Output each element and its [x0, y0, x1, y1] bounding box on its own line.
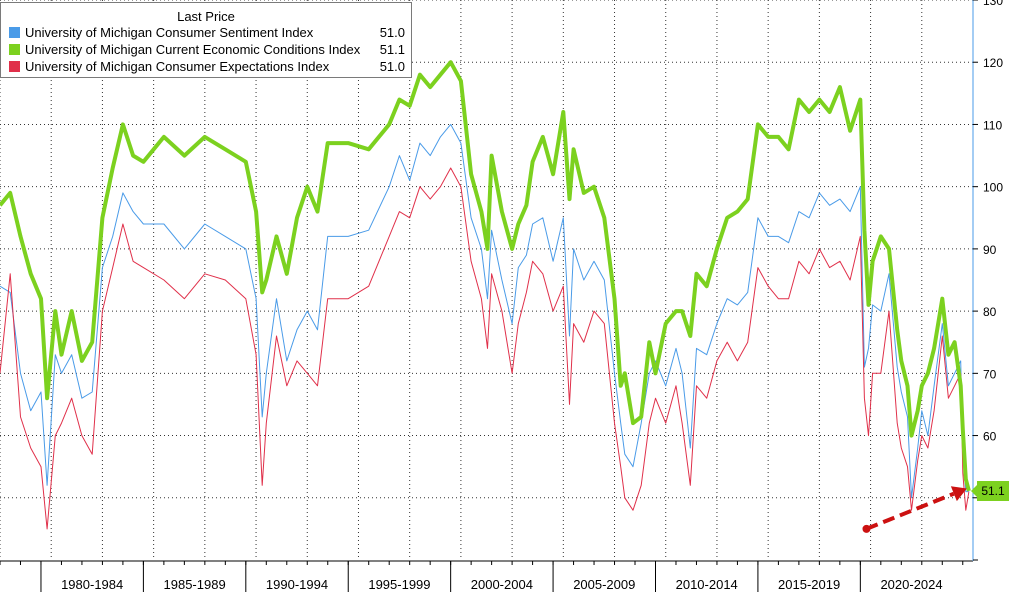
series-line-1	[0, 60, 971, 492]
chart-grid	[0, 0, 974, 560]
x-tick-label: 2020-2024	[880, 577, 942, 592]
legend-value-sentiment: 51.0	[379, 25, 405, 40]
y-axis: 60 70 80 90 100 110 120 130	[972, 0, 1003, 561]
x-axis: 1980-1984 1985-1989 1990-1994 1995-1999 2000…	[0, 560, 973, 592]
y-tick-label: 80	[983, 305, 997, 319]
legend-swatch-sentiment	[9, 27, 20, 38]
x-tick-label: 2010-2014	[676, 577, 738, 592]
legend-item-expectations: University of Michigan Consumer Expectat…	[1, 58, 411, 75]
x-tick-label: 1980-1984	[61, 577, 123, 592]
x-tick-label: 1985-1989	[164, 577, 226, 592]
legend-value-current-conditions: 51.1	[379, 42, 405, 57]
y-tick-label: 100	[983, 181, 1003, 195]
y-tick-label: 130	[983, 0, 1003, 8]
legend-swatch-current-conditions	[9, 44, 20, 55]
arrow-shaft	[865, 491, 955, 531]
y-tick-label: 70	[983, 367, 997, 381]
series-line-2	[0, 167, 970, 530]
y-tick-label: 60	[983, 430, 997, 444]
chart-series	[0, 60, 971, 530]
y-tick-label: 120	[983, 56, 1003, 70]
trend-arrow	[862, 486, 967, 533]
y-tick-label: 90	[983, 243, 997, 257]
x-tick-label: 2000-2004	[471, 577, 533, 592]
legend-title: Last Price	[177, 9, 235, 24]
x-tick-label: 2015-2019	[778, 577, 840, 592]
legend-label-current-conditions: University of Michigan Current Economic …	[25, 42, 361, 57]
legend-item-current-conditions: University of Michigan Current Economic …	[1, 41, 411, 58]
legend-item-sentiment: University of Michigan Consumer Sentimen…	[1, 24, 411, 41]
legend-label-expectations: University of Michigan Consumer Expectat…	[25, 59, 330, 74]
series-line-0	[0, 123, 969, 499]
last-value-badge: 51.1	[971, 481, 1009, 501]
y-tick-label: 110	[983, 118, 1002, 132]
arrow-head	[950, 486, 967, 502]
x-tick-label: 2005-2009	[573, 577, 635, 592]
x-tick-label: 1995-1999	[368, 577, 430, 592]
legend-label-sentiment: University of Michigan Consumer Sentimen…	[25, 25, 314, 40]
x-tick-label: 1990-1994	[266, 577, 328, 592]
legend-swatch-expectations	[9, 61, 20, 72]
legend: Last Price University of Michigan Consum…	[0, 2, 412, 78]
legend-value-expectations: 51.0	[379, 59, 405, 74]
